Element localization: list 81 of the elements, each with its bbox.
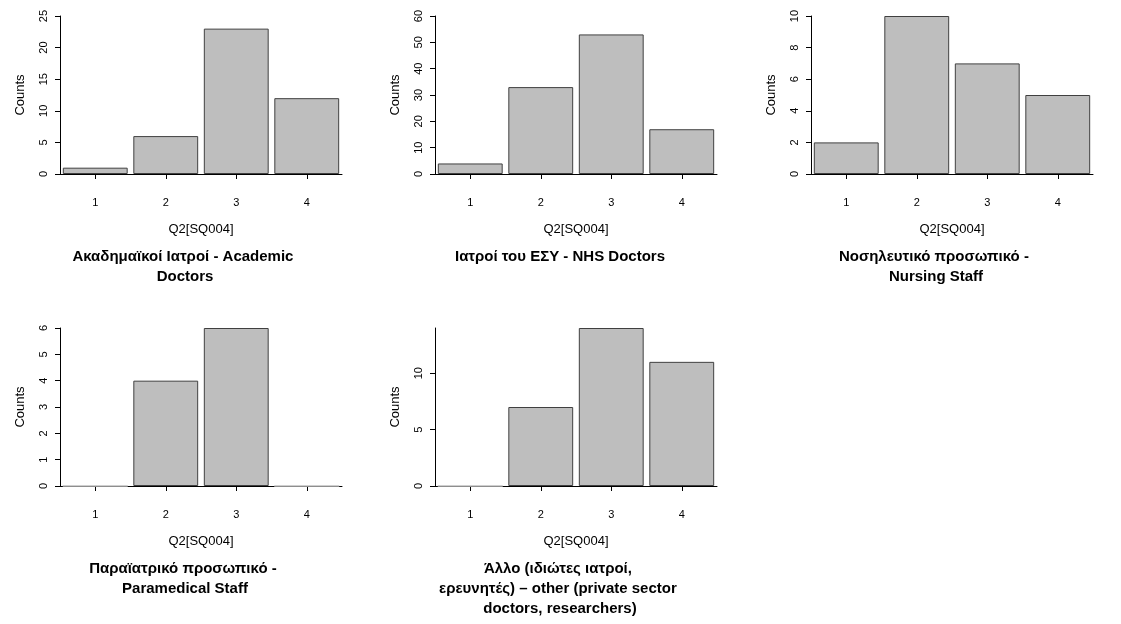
y-tick-label: 0 [787, 170, 800, 178]
x-tick-label: 4 [1054, 195, 1061, 208]
y-tick-label: 2 [36, 430, 49, 437]
y-axis-title: Counts [387, 73, 402, 116]
y-tick-label: 30 [411, 88, 424, 102]
bar [203, 328, 269, 486]
y-tick-label: 2 [787, 139, 800, 146]
x-tick-label: 2 [162, 195, 169, 208]
y-tick-label: 0 [411, 482, 424, 490]
y-tick-label: 4 [787, 107, 800, 114]
x-tick-label: 4 [678, 195, 685, 208]
text: Ακαδημαϊκοί Ιατροί - Academic Doctors [72, 246, 298, 284]
bar [578, 328, 644, 486]
y-axis-title: Counts [12, 73, 27, 116]
y-tick-label: 10 [787, 9, 800, 23]
x-tick-label: 1 [92, 507, 99, 520]
x-axis-title: Q2[SQ004] [919, 221, 985, 236]
y-axis-title: Counts [763, 73, 778, 116]
y-tick-label: 0 [36, 170, 49, 178]
y-tick-label: 15 [36, 73, 49, 86]
text: Ιατροί του ΕΣΥ - NHS Doctors [454, 246, 666, 264]
x-tick-label: 3 [984, 195, 991, 208]
y-tick-label: 5 [36, 351, 49, 358]
y-tick-label: 3 [36, 403, 49, 411]
bar [813, 142, 879, 174]
y-tick-label: 8 [787, 44, 800, 51]
y-tick-label: 5 [411, 426, 424, 433]
x-tick-label: 4 [303, 507, 310, 520]
y-tick-label: 40 [411, 62, 424, 75]
text: Παραϊατρικό προσωπικό - Paramedical Staff [89, 558, 281, 596]
x-tick-label: 2 [537, 195, 544, 208]
x-tick-label: 3 [233, 507, 240, 520]
x-tick-label: 4 [303, 195, 310, 208]
bar [62, 167, 128, 174]
y-tick-label: 20 [411, 115, 424, 128]
bar [1025, 95, 1091, 174]
x-tick-label: 2 [913, 195, 920, 208]
x-tick-label: 2 [537, 507, 544, 520]
y-tick-label: 60 [411, 9, 424, 23]
bar [437, 163, 503, 174]
x-tick-label: 3 [608, 195, 615, 208]
bar [578, 34, 644, 174]
y-tick-label: 10 [36, 104, 49, 117]
y-tick-label: 4 [36, 377, 49, 384]
x-axis-title: Q2[SQ004] [543, 221, 609, 236]
x-tick-label: 2 [162, 507, 169, 520]
y-tick-label: 10 [411, 367, 424, 380]
bar [133, 380, 199, 486]
y-tick-label: 6 [787, 76, 800, 83]
y-tick-label: 1 [36, 456, 49, 463]
bar [954, 63, 1020, 174]
y-tick-label: 0 [36, 482, 49, 490]
text: Άλλο (ιδιώτες ιατροί, ερευνητές) – other (private sector doctors, researchers) [439, 558, 681, 616]
x-axis-title: Q2[SQ004] [168, 533, 234, 548]
x-tick-label: 1 [843, 195, 850, 208]
bar [508, 407, 574, 486]
x-tick-label: 3 [233, 195, 240, 208]
x-tick-label: 4 [678, 507, 685, 520]
y-tick-label: 10 [411, 141, 424, 154]
y-axis-title: Counts [12, 385, 27, 428]
y-axis-title: Counts [387, 385, 402, 428]
x-tick-label: 1 [92, 195, 99, 208]
x-axis-title: Q2[SQ004] [543, 533, 609, 548]
bar [203, 28, 269, 174]
x-tick-label: 3 [608, 507, 615, 520]
y-tick-label: 25 [36, 9, 49, 23]
bar [133, 136, 199, 174]
bar [274, 98, 340, 174]
x-tick-label: 1 [467, 195, 474, 208]
y-tick-label: 50 [411, 36, 424, 49]
bar [884, 16, 950, 174]
bar [649, 361, 715, 486]
y-tick-label: 20 [36, 41, 49, 54]
y-tick-label: 6 [36, 324, 49, 332]
text: Νοσηλευτικό προσωπικό - Nursing Staff [838, 246, 1034, 284]
x-axis-title: Q2[SQ004] [168, 221, 234, 236]
y-tick-label: 5 [36, 139, 49, 146]
bar [508, 87, 574, 174]
y-tick-label: 0 [411, 170, 424, 178]
bar [649, 129, 715, 174]
x-tick-label: 1 [467, 507, 474, 520]
